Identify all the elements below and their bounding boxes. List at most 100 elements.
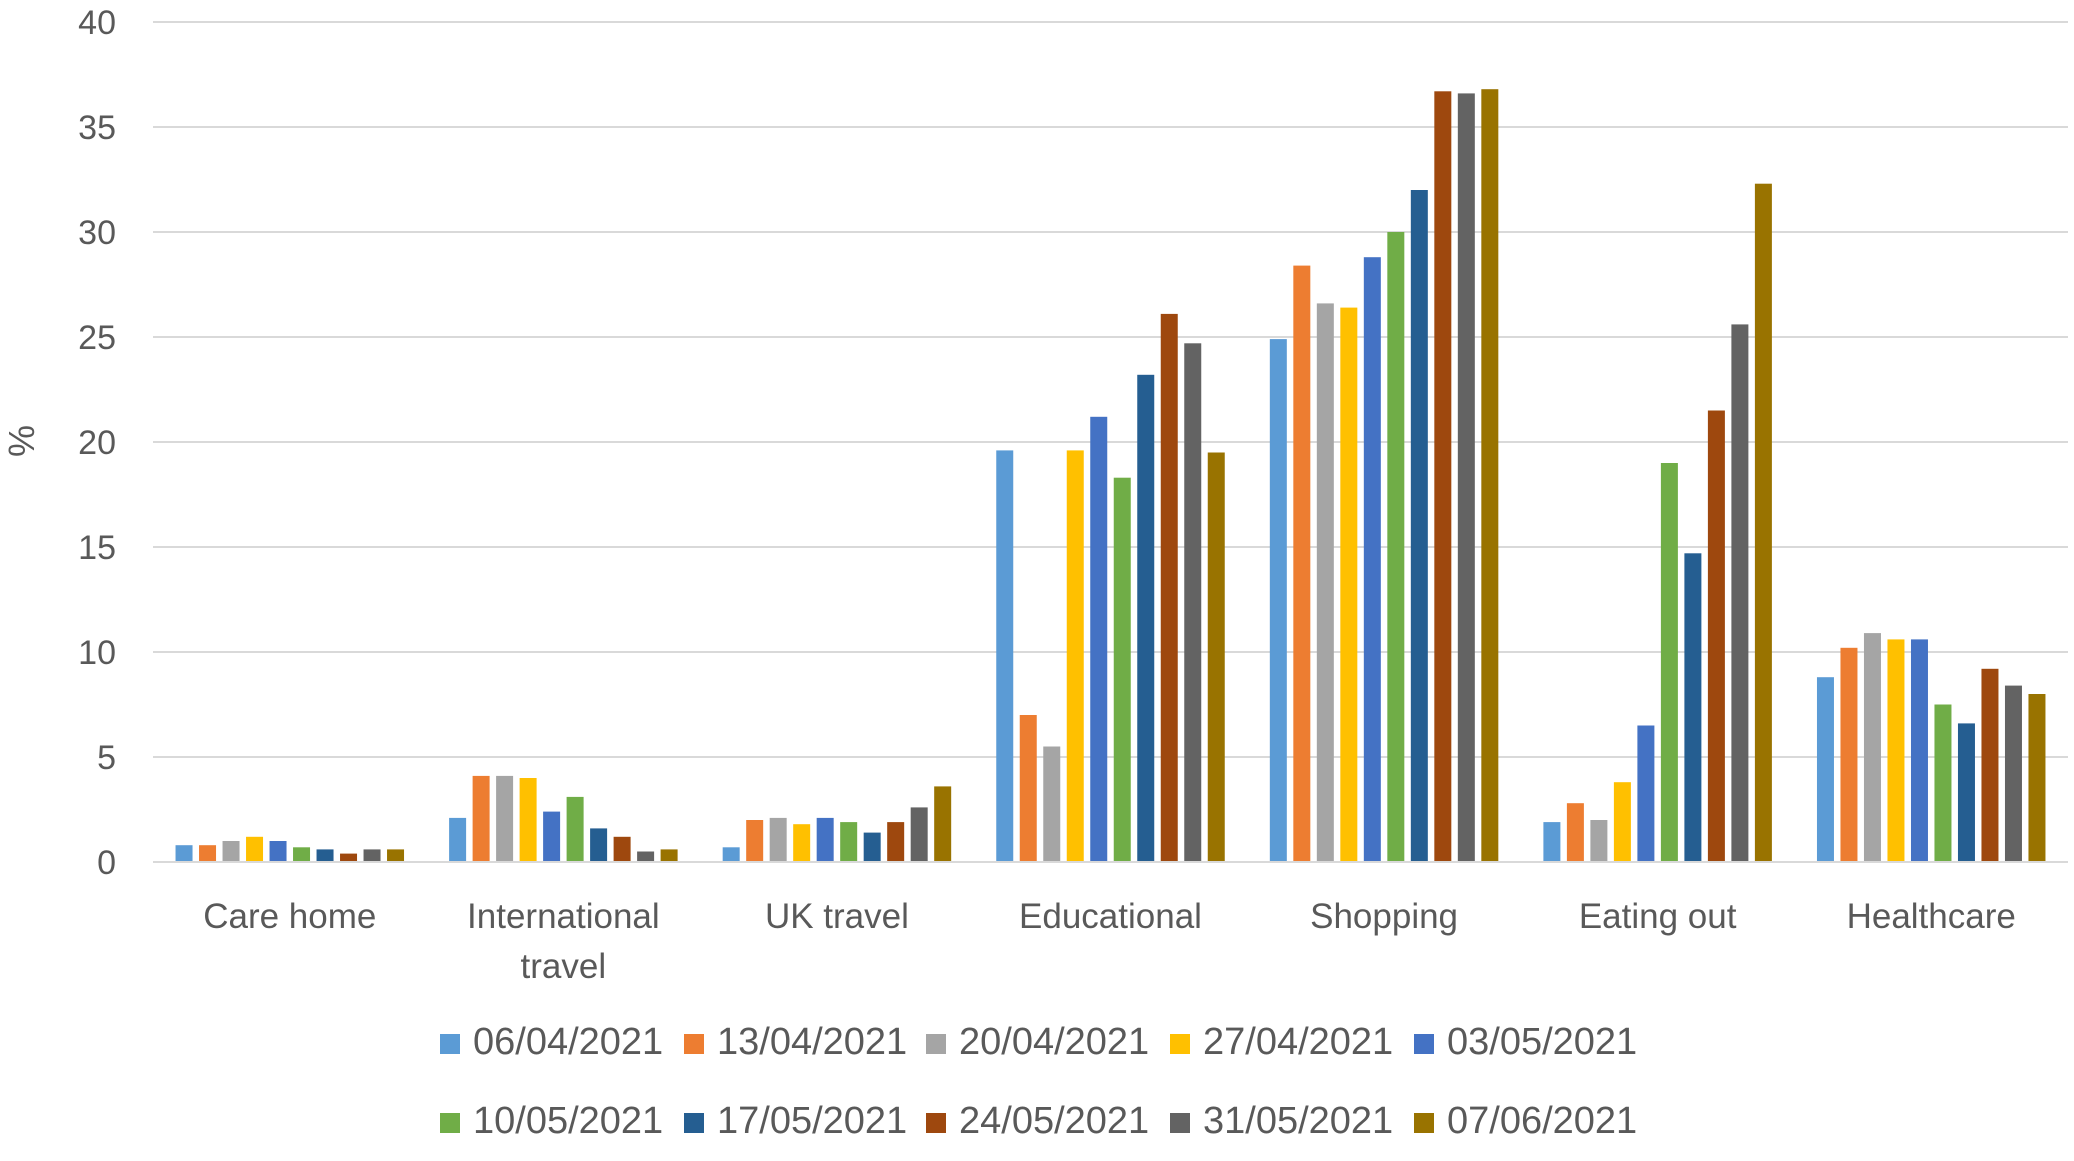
legend-item: 03/05/2021	[1414, 1021, 1637, 1063]
bar	[722, 847, 740, 862]
bar	[1410, 190, 1428, 862]
legend-swatch	[926, 1113, 946, 1133]
bar	[1293, 265, 1311, 863]
bar	[613, 836, 631, 862]
x-category-label: International travel	[467, 897, 660, 986]
legend-swatch	[1414, 1113, 1434, 1133]
bar	[1457, 93, 1475, 862]
bar	[863, 832, 881, 862]
bar	[1887, 639, 1905, 862]
y-axis-title: %	[1, 425, 42, 457]
bar	[472, 775, 490, 862]
bar	[1543, 822, 1561, 862]
bar	[519, 778, 537, 862]
gridlines	[153, 21, 2068, 758]
x-category-label: Shopping	[1310, 897, 1458, 936]
bar	[2028, 694, 2046, 862]
x-category-label: Healthcare	[1847, 897, 2016, 936]
bar	[1043, 746, 1061, 862]
legend: 06/04/2021 13/04/2021 20/04/2021 27/04/2021…	[440, 1021, 1637, 1142]
bar	[1113, 477, 1131, 862]
y-tick-label: 25	[78, 319, 116, 357]
bar	[660, 849, 678, 862]
y-axis-label: %	[1, 425, 42, 457]
bar	[1137, 374, 1155, 862]
x-category-label: Eating out	[1579, 897, 1737, 936]
y-tick-label: 15	[78, 529, 116, 567]
bar	[316, 849, 334, 862]
legend-label: 06/04/2021	[473, 1021, 663, 1063]
legend-label: 13/04/2021	[717, 1021, 907, 1063]
bar	[816, 817, 834, 862]
bar	[1481, 89, 1499, 862]
bar	[496, 775, 514, 862]
bar	[1269, 339, 1287, 863]
bar	[1613, 782, 1631, 862]
legend-label: 31/05/2021	[1203, 1100, 1393, 1142]
legend-swatch	[1414, 1034, 1434, 1054]
legend-label: 07/06/2021	[1447, 1100, 1637, 1142]
bar	[1590, 820, 1608, 862]
bar	[543, 811, 561, 862]
bar	[1754, 183, 1772, 862]
bar	[1316, 303, 1334, 862]
bar	[222, 841, 240, 862]
bar	[1387, 232, 1405, 862]
bar	[2004, 685, 2022, 862]
bar	[199, 845, 217, 862]
bar	[1184, 343, 1202, 862]
bars	[175, 89, 2046, 863]
bar	[1863, 633, 1881, 862]
legend-item: 07/06/2021	[1414, 1100, 1637, 1142]
bar	[387, 849, 405, 862]
legend-swatch	[1170, 1034, 1190, 1054]
y-tick-label: 40	[78, 4, 116, 42]
bar	[1090, 416, 1108, 862]
legend-item: 24/05/2021	[926, 1100, 1149, 1142]
bar	[1340, 307, 1358, 863]
bar	[793, 824, 811, 862]
bar	[1910, 639, 1928, 862]
bar	[1207, 452, 1225, 862]
y-tick-label: 10	[78, 634, 116, 672]
bar	[1731, 324, 1749, 862]
bar	[269, 841, 287, 862]
bar	[175, 845, 193, 862]
legend-item: 31/05/2021	[1170, 1100, 1393, 1142]
legend-swatch	[926, 1034, 946, 1054]
bar	[293, 847, 311, 862]
bar	[769, 817, 787, 862]
y-tick-label: 0	[97, 844, 116, 882]
legend-label: 27/04/2021	[1203, 1021, 1393, 1063]
bar	[1707, 410, 1725, 862]
bar	[910, 807, 928, 862]
legend-item: 17/05/2021	[684, 1100, 907, 1142]
bar	[1816, 677, 1834, 862]
legend-label: 20/04/2021	[959, 1021, 1149, 1063]
legend-item: 06/04/2021	[440, 1021, 663, 1063]
bar	[1566, 803, 1584, 862]
bar	[1637, 725, 1655, 862]
bar	[1957, 723, 1975, 862]
bar	[590, 828, 608, 862]
bar	[1363, 257, 1381, 862]
legend-label: 17/05/2021	[717, 1100, 907, 1142]
bar	[887, 822, 905, 862]
y-tick-label: 20	[78, 424, 116, 462]
legend-item: 13/04/2021	[684, 1021, 907, 1063]
x-category-label: UK travel	[765, 897, 909, 936]
bar	[637, 851, 655, 862]
legend-swatch	[440, 1113, 460, 1133]
y-axis-ticks: 0 5 10 15 20 25 30 35 40	[78, 4, 116, 882]
legend-swatch	[684, 1113, 704, 1133]
bar	[1434, 91, 1452, 863]
bar	[1684, 553, 1702, 862]
legend-swatch	[684, 1034, 704, 1054]
bar	[1160, 313, 1178, 862]
legend-label: 03/05/2021	[1447, 1021, 1637, 1063]
legend-swatch	[440, 1034, 460, 1054]
bar	[1934, 704, 1952, 862]
bar	[746, 820, 764, 862]
